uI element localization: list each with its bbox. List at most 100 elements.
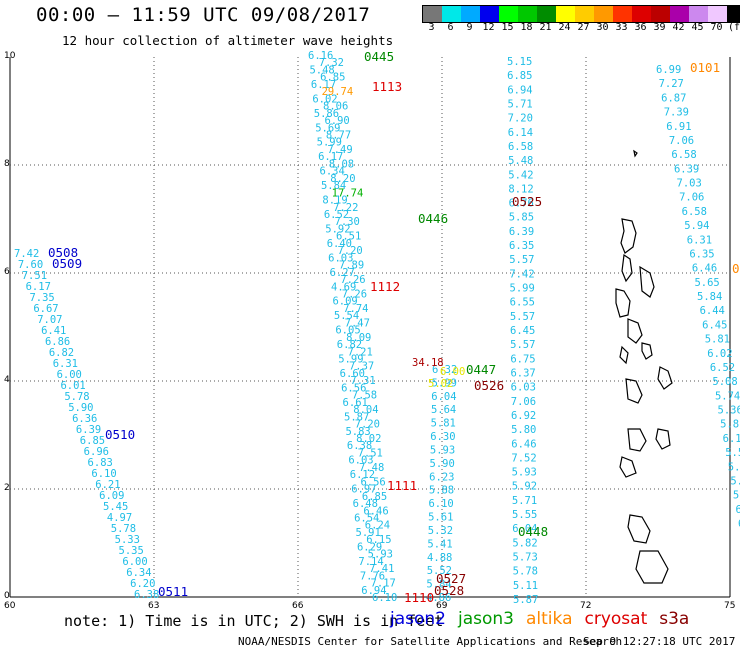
- wave-height-value: 6.56: [360, 476, 385, 488]
- wave-height-value: 6.10: [91, 468, 116, 480]
- wave-height-value: 7.60: [18, 259, 43, 271]
- wave-height-value: 5.91: [356, 527, 381, 539]
- map-subtitle: 12 hour collection of altimeter wave hei…: [62, 33, 394, 48]
- color-swatch: [480, 6, 499, 22]
- wave-height-value: 5.9: [730, 475, 740, 487]
- wave-height-value: 6.58: [671, 149, 696, 161]
- color-swatch: [632, 6, 651, 22]
- wave-height-value: 7.74: [343, 303, 368, 315]
- wave-height-value: 7.06: [669, 135, 694, 147]
- longitude-tick-label: 66: [292, 601, 304, 611]
- color-swatch: [651, 6, 670, 22]
- wave-height-value: 6.35: [689, 248, 714, 260]
- color-scale-label: 6: [447, 22, 454, 33]
- wave-height-value: 5.82: [512, 537, 537, 549]
- pass-time-label: 0447: [466, 362, 496, 377]
- latitude-tick-label: 10: [4, 51, 16, 61]
- pass-time-label: 0446: [418, 211, 448, 226]
- pass-time-label: 0527: [436, 571, 466, 586]
- wave-height-value: 17.74: [332, 187, 364, 199]
- wave-height-value: 6.34: [320, 166, 345, 178]
- wave-height-value: 5.99: [317, 137, 342, 149]
- wave-height-value: 6.27: [330, 267, 355, 279]
- color-swatch: [461, 6, 480, 22]
- color-scale-label: 3: [428, 22, 435, 33]
- wave-height-value: 5.52: [427, 565, 452, 577]
- wave-height-value: 6.85: [320, 72, 345, 84]
- wave-height-value: 5.02: [428, 378, 453, 390]
- wave-height-value: 5.32: [428, 525, 453, 537]
- pass-time-label: 0509: [52, 256, 82, 271]
- wave-height-value: 6.14: [508, 127, 533, 139]
- wave-height-value: 5.5: [733, 490, 740, 502]
- wave-height-value: 5.90: [430, 458, 455, 470]
- wave-height-value: 5.84: [697, 291, 722, 303]
- wave-height-value: 6.41: [41, 325, 66, 337]
- wave-height-value: 6.00: [440, 366, 465, 378]
- latitude-tick-label: 2: [4, 483, 10, 493]
- wave-height-value: 7.14: [358, 556, 383, 568]
- pass-time-label: 0525: [512, 194, 542, 209]
- wave-height-value: 5.73: [513, 552, 538, 564]
- wave-height-value: 8.06: [323, 101, 348, 113]
- wave-height-value: 6.46: [692, 263, 717, 275]
- color-scale-bar: [422, 5, 740, 23]
- wave-height-value: 6.61: [343, 397, 368, 409]
- map-title: 00:00 – 11:59 UTC 09/08/2017: [36, 4, 371, 26]
- wave-height-value: 6.37: [510, 367, 535, 379]
- color-swatch: [727, 6, 740, 22]
- pass-time-label: 0526: [474, 378, 504, 393]
- wave-height-value: 6.1: [723, 433, 740, 445]
- wave-height-value: 5.55: [512, 509, 537, 521]
- coastline-island: [627, 514, 651, 544]
- wave-height-value: 5.61: [428, 512, 453, 524]
- coastline-island: [625, 378, 643, 404]
- wave-height-value: 7.42: [509, 268, 534, 280]
- wave-height-value: 6.87: [661, 92, 686, 104]
- color-scale-label: 21: [539, 22, 552, 33]
- color-swatch: [499, 6, 518, 22]
- wave-height-value: 5.99: [432, 377, 457, 389]
- wave-height-value: 7.48: [359, 462, 384, 474]
- wave-height-value: 6.32: [432, 364, 457, 376]
- wave-height-value: 7.32: [319, 57, 344, 69]
- wave-height-value: 6.55: [510, 297, 535, 309]
- wave-height-extreme-value: 34.18: [412, 357, 444, 369]
- wave-height-value: 7.27: [659, 78, 684, 90]
- wave-height-value: 5.92: [512, 481, 537, 493]
- wave-height-value: 6.10: [372, 592, 397, 604]
- color-scale-label: 39: [653, 22, 666, 33]
- wave-height-value: 6.44: [700, 305, 725, 317]
- wave-height-value: 7.20: [355, 419, 380, 431]
- wave-height-value: 6.86: [45, 336, 70, 348]
- longitude-tick-label: 63: [148, 601, 160, 611]
- coastline-island: [639, 265, 655, 298]
- wave-height-value: 6.51: [336, 231, 361, 243]
- color-scale-label: 18: [520, 22, 533, 33]
- wave-height-value: 7.21: [348, 346, 373, 358]
- wave-height-value: 5.81: [431, 418, 456, 430]
- color-swatch: [708, 6, 727, 22]
- wave-height-value: 5.9: [728, 461, 740, 473]
- coastline-island: [620, 218, 637, 254]
- wave-height-value: 7.39: [664, 107, 689, 119]
- wave-height-value: 7.20: [508, 113, 533, 125]
- pass-time-label: 0: [732, 261, 740, 276]
- wave-height-value: 6.03: [328, 252, 353, 264]
- wave-height-value: 6.09: [332, 296, 357, 308]
- wave-height-value: 5.85: [509, 212, 534, 224]
- coastline-island: [627, 318, 643, 344]
- coastline-island: [641, 342, 653, 360]
- color-scale-label: (ft): [728, 22, 740, 33]
- wave-height-value: 7.76: [360, 570, 385, 582]
- wave-height-value: 6.52: [324, 209, 349, 221]
- legend-entry-s3a: s3a: [659, 609, 690, 629]
- wave-height-value: 5.33: [115, 534, 140, 546]
- wave-height-value: 5.78: [111, 523, 136, 535]
- wave-height-value: 7.51: [358, 447, 383, 459]
- wave-height-value: 8.08: [329, 158, 354, 170]
- wave-height-value: 6.17: [26, 281, 51, 293]
- wave-height-value: 8.19: [322, 195, 347, 207]
- legend-entry-jason2: jason2: [390, 609, 446, 629]
- color-scale-label: 24: [558, 22, 571, 33]
